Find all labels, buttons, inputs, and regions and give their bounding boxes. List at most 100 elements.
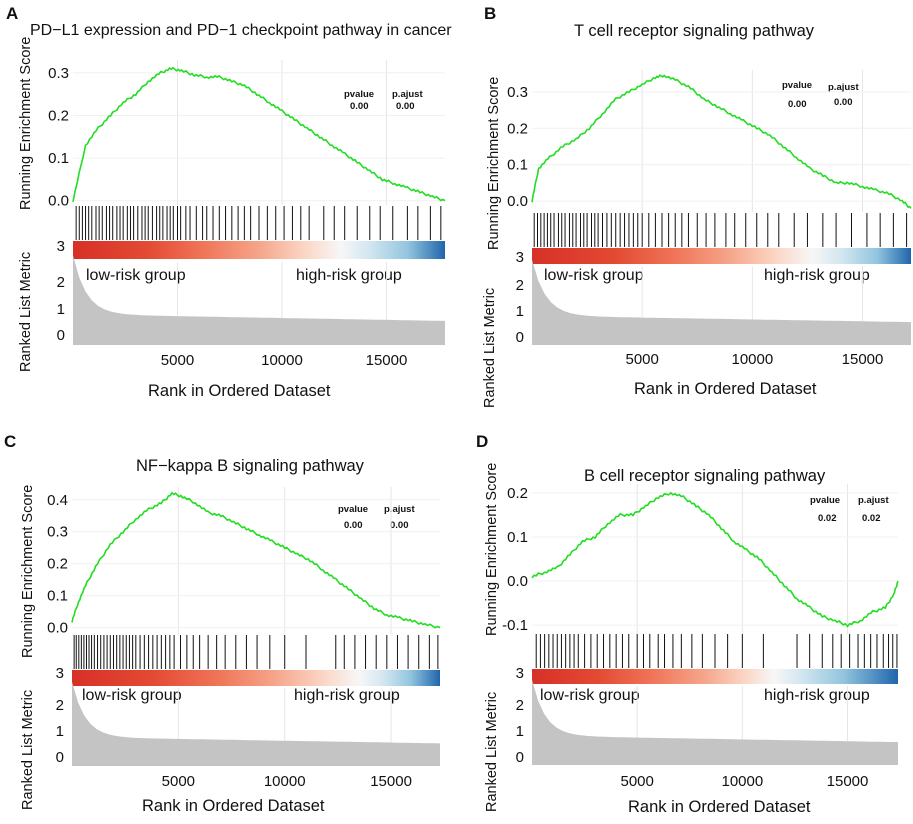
panel-label: A: [6, 4, 19, 23]
es-tick-label: 0.0: [47, 620, 68, 637]
pvalue-label: pvalue: [782, 80, 813, 91]
es-tick-label: 0.0: [48, 193, 69, 210]
x-axis-label: Rank in Ordered Dataset: [148, 382, 331, 400]
es-tick-label: 0.1: [507, 157, 528, 174]
gsea-plot: 0.0 0.1 0.2 0.3 0 1 2 3 5000 10000 15000: [507, 70, 912, 368]
padj-label: p.ajust: [384, 504, 415, 515]
enrichment-score-line: [72, 66, 446, 203]
chart-title: T cell receptor signaling pathway: [574, 22, 814, 40]
chart-title: NF−kappa B signaling pathway: [136, 457, 364, 475]
panel-label: C: [4, 432, 17, 451]
x-tick-label: 5000: [161, 352, 194, 369]
x-tick-label: 10000: [731, 351, 773, 368]
x-tick-label: 15000: [842, 351, 884, 368]
padj-value: 0.00: [834, 97, 853, 108]
left-group-label: low-risk group: [540, 687, 640, 704]
rank-tick-label: 1: [56, 723, 64, 740]
ranked-metric-area: [72, 681, 440, 766]
es-tick-label: -0.1: [502, 617, 528, 634]
x-tick-label: 5000: [625, 351, 658, 368]
gsea-panel-c: C NF−kappa B signaling pathway Running E…: [0, 412, 456, 822]
rank-tick-label: 0: [516, 329, 524, 346]
heat-strip: [532, 248, 911, 264]
pvalue-value: 0.00: [344, 520, 363, 531]
heat-strip: [532, 669, 898, 684]
right-group-label: high-risk group: [296, 267, 402, 284]
rank-tick-label: 0: [56, 749, 64, 766]
enrichment-score-line: [531, 74, 912, 209]
es-tick-label: 0.1: [507, 529, 528, 546]
rank-tick-label: 1: [516, 303, 524, 320]
ranked-metric-area: [532, 259, 911, 345]
padj-value: 0.00: [390, 520, 409, 531]
es-tick-label: 0.2: [48, 107, 69, 124]
es-tick-label: 0.1: [47, 588, 68, 605]
pvalue-value: 0.02: [818, 513, 837, 524]
x-tick-label: 15000: [827, 773, 869, 790]
pvalue-label: pvalue: [338, 504, 369, 515]
pvalue-label: pvalue: [810, 495, 841, 506]
chart-title: PD−L1 expression and PD−1 checkpoint pat…: [30, 22, 452, 39]
es-tick-label: 0.4: [47, 492, 68, 509]
pvalue-value: 0.00: [788, 99, 807, 110]
heat-strip: [72, 670, 440, 686]
es-tick-label: 0.3: [48, 65, 69, 82]
gsea-panel-a: A PD−L1 expression and PD−1 checkpoint p…: [0, 0, 456, 410]
rank-tick-label: 2: [57, 274, 65, 291]
rank-tick-label: 3: [57, 238, 65, 255]
gsea-panel-b: B T cell receptor signaling pathway Runn…: [456, 0, 912, 410]
panel-label: B: [484, 4, 497, 23]
es-tick-label: 0.3: [47, 524, 68, 541]
pvalue-value: 0.00: [350, 101, 369, 112]
rank-tick-label: 3: [56, 665, 64, 682]
x-tick-label: 15000: [370, 773, 412, 790]
es-tick-label: 0.2: [507, 485, 528, 502]
x-tick-label: 10000: [721, 773, 763, 790]
rank-tick-label: 2: [56, 697, 64, 714]
right-group-label: high-risk group: [294, 687, 400, 704]
enrichment-score-line: [71, 491, 441, 629]
gsea-plot: -0.1 0.0 0.1 0.2 0 1 2 3 5000 10000 15000: [502, 484, 899, 790]
gsea-plot: 0.0 0.1 0.2 0.3 0 1 2 3 5000 10000 15000: [48, 60, 446, 369]
es-tick-label: 0.2: [47, 556, 68, 573]
gsea-plot: 0.0 0.1 0.2 0.3 0.4 0 1 2 3 5000 10000 15000: [47, 487, 441, 790]
es-tick-label: 0.1: [48, 150, 69, 167]
es-tick-label: 0.0: [507, 573, 528, 590]
rank-tick-label: 3: [516, 665, 524, 682]
panel-label: D: [476, 432, 489, 451]
right-group-label: high-risk group: [764, 267, 870, 284]
x-axis-label: Rank in Ordered Dataset: [142, 797, 325, 815]
es-tick-label: 0.0: [507, 193, 528, 210]
rank-tick-label: 2: [516, 697, 524, 714]
right-group-label: high-risk group: [764, 687, 870, 704]
padj-label: p.ajust: [858, 495, 889, 506]
x-tick-label: 5000: [620, 773, 653, 790]
es-tick-label: 0.3: [507, 84, 528, 101]
chart-title: B cell receptor signaling pathway: [584, 467, 826, 485]
es-tick-label: 0.2: [507, 120, 528, 137]
x-tick-label: 5000: [162, 773, 195, 790]
padj-value: 0.00: [396, 101, 415, 112]
left-group-label: low-risk group: [544, 267, 644, 284]
left-group-label: low-risk group: [82, 687, 182, 704]
x-tick-label: 10000: [261, 352, 303, 369]
rank-tick-label: 0: [516, 749, 524, 766]
rank-tick-label: 0: [57, 327, 65, 344]
x-axis-label: Rank in Ordered Dataset: [634, 380, 817, 398]
padj-value: 0.02: [862, 513, 881, 524]
heat-strip: [73, 241, 445, 259]
enrichment-score-line: [531, 491, 899, 628]
pvalue-label: pvalue: [344, 89, 375, 100]
gsea-panel-d: D B cell receptor signaling pathway Runn…: [456, 412, 912, 822]
x-tick-label: 15000: [366, 352, 408, 369]
rank-tick-label: 2: [516, 277, 524, 294]
ranked-metric-area: [73, 255, 445, 345]
ranked-metric-area: [532, 679, 898, 765]
x-tick-label: 10000: [264, 773, 306, 790]
rank-tick-label: 3: [516, 249, 524, 266]
rank-tick-label: 1: [516, 723, 524, 740]
x-axis-label: Rank in Ordered Dataset: [628, 798, 811, 816]
padj-label: p.ajust: [828, 82, 859, 93]
padj-label: p.ajust: [392, 89, 423, 100]
rank-tick-label: 1: [57, 301, 65, 318]
